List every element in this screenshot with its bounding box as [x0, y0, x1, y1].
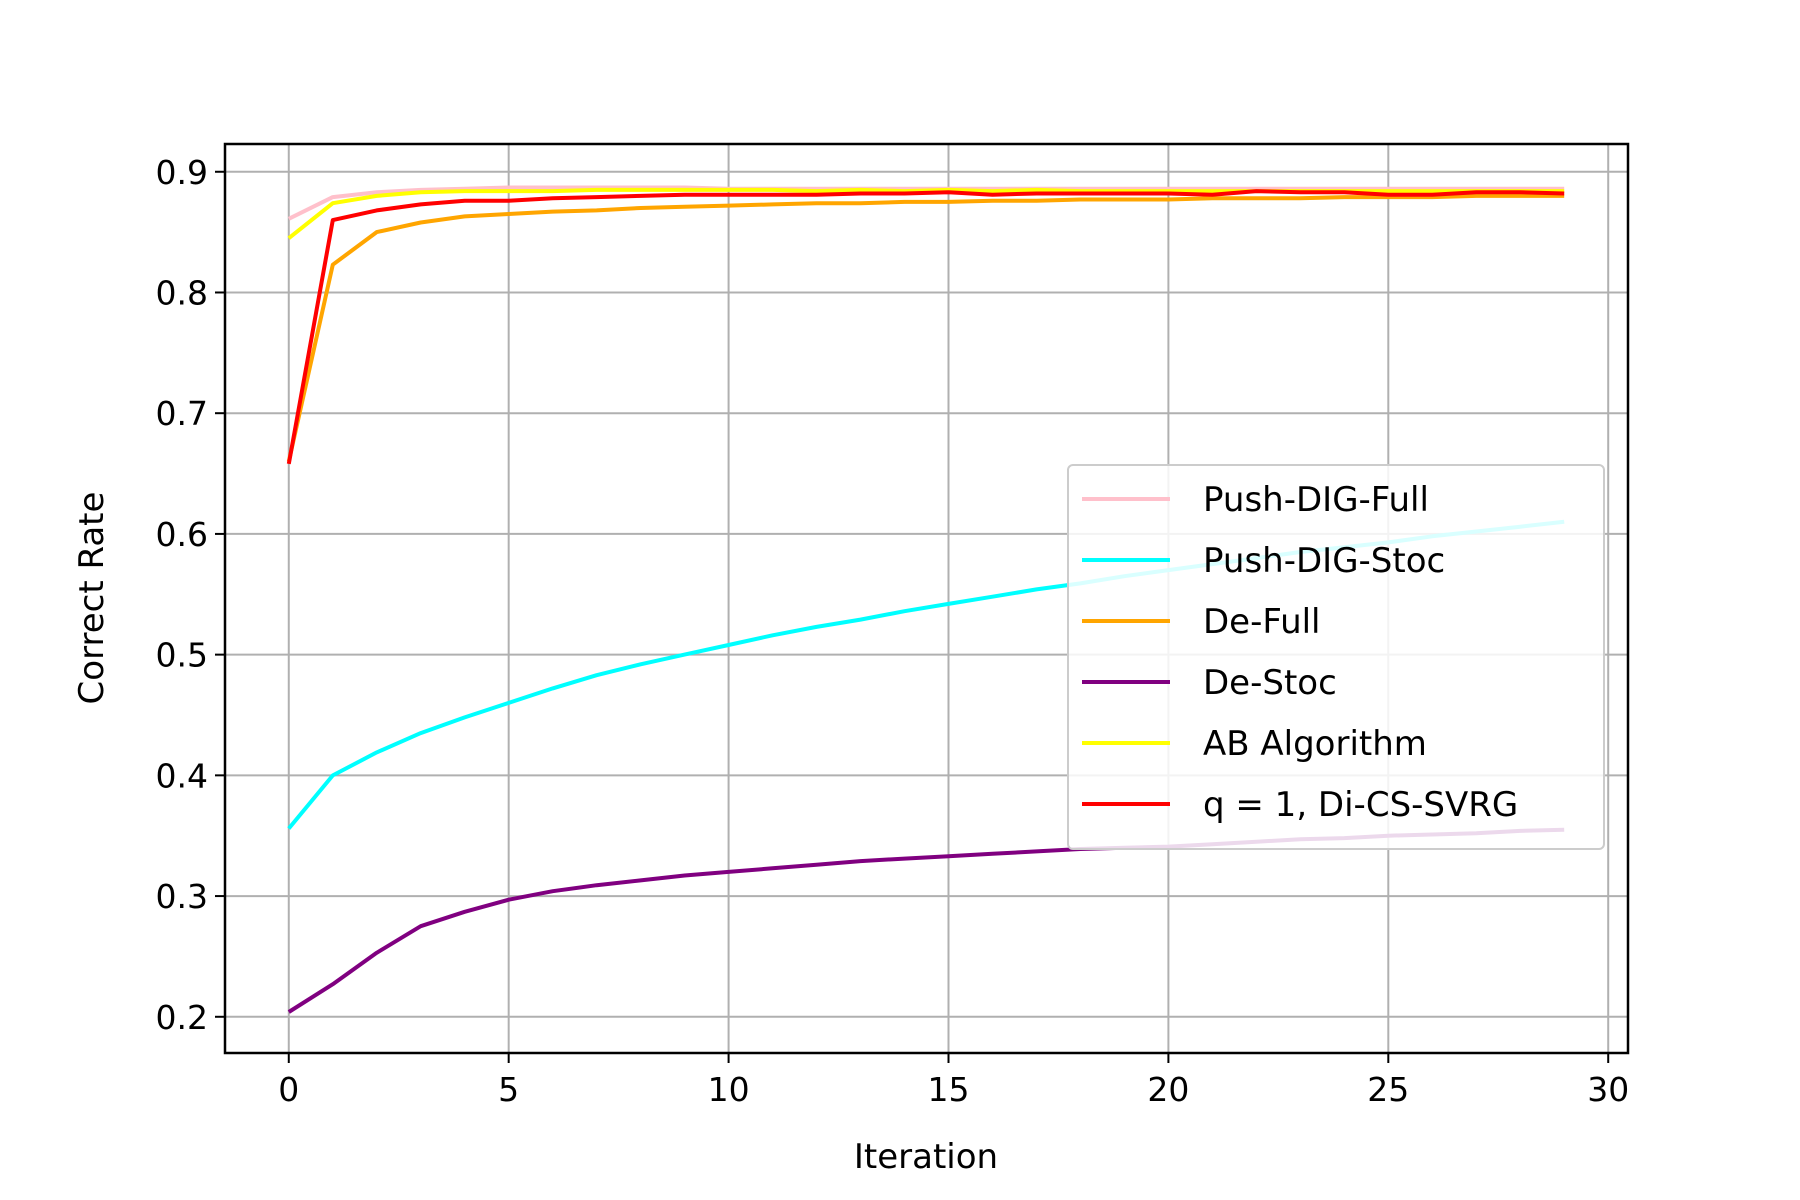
series-line: [287, 827, 1565, 1014]
y-axis-label: Correct Rate: [72, 492, 112, 705]
legend-entry-label: Push-DIG-Stoc: [1203, 541, 1445, 581]
x-axis-label: Iteration: [854, 1137, 998, 1177]
series-line: [286, 193, 1565, 462]
x-tick-label: 20: [1147, 1070, 1189, 1109]
plot-frame: [223, 142, 1630, 1055]
y-tick-label: 0.9: [156, 153, 208, 192]
x-tick-label: 25: [1367, 1070, 1409, 1109]
x-tick-label: 5: [498, 1070, 519, 1109]
x-tick-label: 10: [708, 1070, 750, 1109]
y-tick-label: 0.6: [156, 515, 208, 554]
y-tick-label: 0.8: [156, 273, 208, 312]
legend-entry-label: q = 1, Di-CS-SVRG: [1203, 785, 1518, 825]
legend: Push-DIG-Full Push-DIG-Stoc De-Full De-Stoc…: [1067, 464, 1605, 850]
series-line: [286, 189, 1565, 465]
legend-entry-label: De-Stoc: [1203, 663, 1337, 703]
y-tick-label: 0.5: [156, 636, 208, 675]
axis-ticks: 0 5 10 15 20 25 30 0.2 0.3 0.4 0.5 0.6 0.7 0.8 0.9: [156, 153, 1630, 1109]
y-tick-label: 0.4: [156, 756, 208, 795]
y-tick-label: 0.2: [156, 998, 208, 1037]
x-tick-label: 15: [927, 1070, 969, 1109]
y-tick-label: 0.3: [156, 877, 208, 916]
x-tick-label: 0: [278, 1070, 299, 1109]
x-tick-label: 30: [1587, 1070, 1629, 1109]
legend-entry-label: AB Algorithm: [1203, 724, 1427, 764]
y-tick-label: 0.7: [156, 394, 208, 433]
legend-entry-label: De-Full: [1203, 602, 1321, 642]
legend-box: [1067, 464, 1605, 850]
legend-entry-label: Push-DIG-Full: [1203, 480, 1429, 520]
